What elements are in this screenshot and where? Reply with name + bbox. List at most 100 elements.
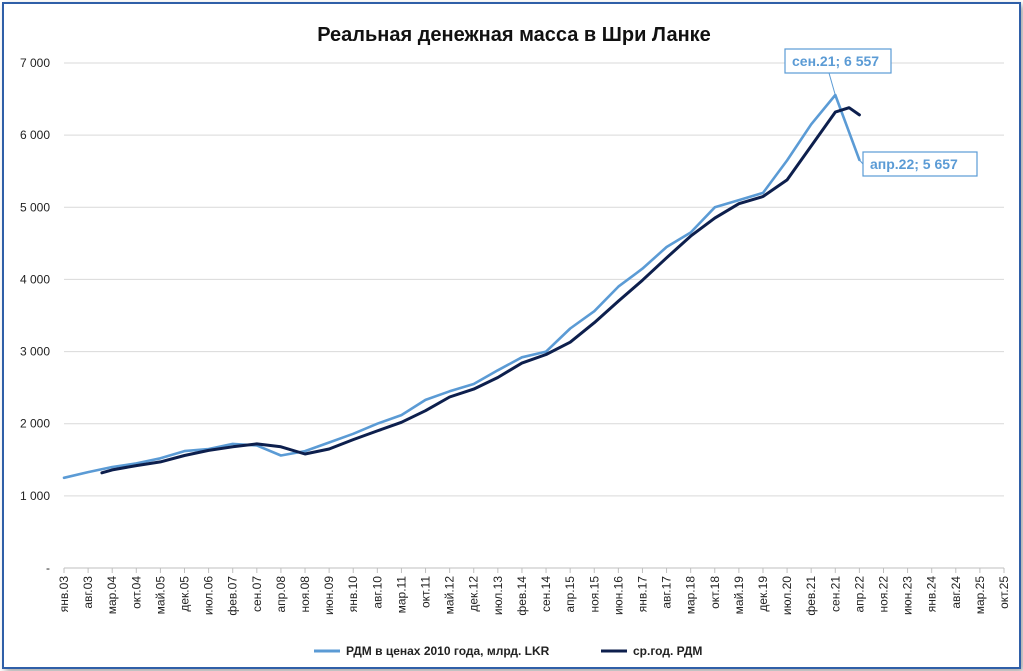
data-point <box>472 388 475 390</box>
x-tick-label: июн.23 <box>901 576 915 615</box>
x-tick-label: янв.10 <box>346 576 360 613</box>
x-tick-label: янв.03 <box>57 576 71 613</box>
x-tick-label: авг.17 <box>660 576 674 609</box>
data-point <box>135 462 138 465</box>
data-point <box>713 217 716 219</box>
series-line-1 <box>62 93 861 480</box>
data-point <box>593 321 596 324</box>
x-tick-label: июн.09 <box>322 576 336 615</box>
x-tick-label: сен.21 <box>828 576 842 612</box>
callout-label: сен.21; 6 557 <box>792 53 879 69</box>
data-point <box>762 192 764 194</box>
legend: РДМ в ценах 2010 года, млрд. LKR ср.год. … <box>314 644 702 658</box>
data-point <box>231 446 234 448</box>
data-point <box>352 438 355 441</box>
data-point <box>858 114 861 116</box>
x-tick-label: окт.18 <box>708 576 722 609</box>
x-tick-label: мар.25 <box>973 576 987 615</box>
data-point <box>280 454 282 457</box>
data-point <box>810 145 812 147</box>
x-tick-label: апр.22 <box>852 576 866 613</box>
data-point <box>111 466 114 468</box>
chart-title: Реальная денежная масса в Шри Ланке <box>317 24 711 46</box>
gridlines <box>64 62 1004 497</box>
x-tick-label: окт.25 <box>997 576 1011 609</box>
callout-label: апр.22; 5 657 <box>870 156 958 172</box>
data-point <box>400 414 403 416</box>
y-tick-label: 7 000 <box>20 56 50 70</box>
y-tick-label: 3 000 <box>20 345 50 359</box>
data-point <box>665 246 668 248</box>
callout-leader <box>828 72 836 96</box>
data-point <box>231 443 234 445</box>
data-point <box>448 390 451 393</box>
y-tick-label: 1 000 <box>20 489 50 503</box>
x-tick-label: фев.14 <box>515 576 529 616</box>
data-point <box>207 449 210 452</box>
series-layer <box>62 93 861 480</box>
data-point <box>304 453 306 455</box>
data-point <box>376 430 379 432</box>
y-tick-label: - <box>46 561 50 575</box>
data-point <box>617 300 620 302</box>
x-tick-label: окт.04 <box>129 576 143 609</box>
data-point <box>762 195 764 198</box>
data-point <box>101 471 103 474</box>
data-point <box>786 159 788 162</box>
data-point <box>135 464 138 467</box>
data-point <box>786 179 788 181</box>
data-point <box>352 433 355 435</box>
data-point <box>497 376 499 379</box>
x-tick-label: дек.19 <box>756 576 770 612</box>
data-point <box>617 285 620 288</box>
data-point <box>848 106 850 109</box>
x-tick-label: май.05 <box>153 576 167 615</box>
data-point <box>545 350 547 353</box>
y-tick-label: 5 000 <box>20 200 50 214</box>
x-tick-label: ноя.08 <box>298 576 312 613</box>
x-tick-label: апр.08 <box>274 576 288 613</box>
data-point <box>328 441 330 444</box>
x-tick-label: авг.24 <box>949 576 963 609</box>
y-tick-label: 6 000 <box>20 128 50 142</box>
legend-label: ср.год. РДМ <box>633 644 702 658</box>
data-point <box>569 327 571 330</box>
x-tick-label: авг.03 <box>81 576 95 609</box>
callouts: сен.21; 6 557 апр.22; 5 657 <box>784 48 978 177</box>
x-tick-label: июл.20 <box>780 576 794 615</box>
x-tick-label: фев.07 <box>226 576 240 616</box>
chart-svg: Реальная денежная масса в Шри Ланке - 1 0… <box>20 24 1011 658</box>
data-point <box>472 383 475 385</box>
series-line-2 <box>100 106 861 475</box>
x-tick-label: мар.04 <box>105 576 119 615</box>
data-point <box>689 235 692 237</box>
x-tick-label: май.19 <box>732 576 746 615</box>
data-point <box>424 409 427 412</box>
data-point <box>328 448 330 450</box>
x-tick-label: июл.06 <box>202 576 216 615</box>
data-point <box>183 454 186 457</box>
data-point <box>665 256 668 259</box>
data-point <box>738 202 740 205</box>
x-tick-label: дек.12 <box>467 576 481 612</box>
x-tick-label: дек.05 <box>178 576 192 612</box>
data-point <box>63 477 65 479</box>
data-point <box>641 267 644 270</box>
x-tick-label: сен.14 <box>539 576 553 612</box>
y-tick-label: 4 000 <box>20 272 50 286</box>
data-point <box>521 362 523 364</box>
x-tick-label: ноя.15 <box>587 576 601 613</box>
data-point <box>400 421 403 424</box>
data-point <box>569 341 571 343</box>
x-tick-label: апр.15 <box>563 576 577 613</box>
legend-label: РДМ в ценах 2010 года, млрд. LKR <box>346 644 550 658</box>
data-point <box>738 199 740 201</box>
data-point <box>689 231 692 234</box>
x-tick-label: авг.10 <box>370 576 384 609</box>
y-tick-label: 2 000 <box>20 417 50 431</box>
data-point <box>713 206 716 209</box>
data-point <box>448 396 451 398</box>
data-point <box>810 123 812 126</box>
x-tick-label: июн.16 <box>611 576 625 615</box>
